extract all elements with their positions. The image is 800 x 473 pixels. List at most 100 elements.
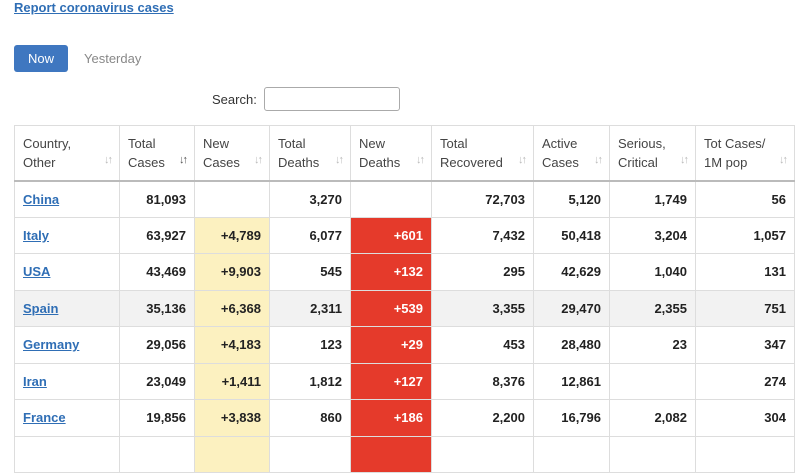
country-cell: Italy xyxy=(14,216,120,254)
table-row: USA 43,469 +9,903 545 +132 295 42,629 1,040 131 xyxy=(14,253,795,291)
new-cases-cell: +6,368 xyxy=(194,289,270,327)
country-link[interactable]: Iran xyxy=(23,373,47,389)
column-header-new-cases[interactable]: New Cases ↓↑ xyxy=(194,125,270,181)
serious-critical-cell: 3,204 xyxy=(609,216,696,254)
new-cases-cell: +3,838 xyxy=(194,399,270,437)
country-cell: France xyxy=(14,399,120,437)
active-cases-cell: 16,796 xyxy=(533,399,610,437)
total-cases-cell: 43,469 xyxy=(119,253,195,291)
per-million-cell: 274 xyxy=(695,362,795,400)
total-cases-cell: 81,093 xyxy=(119,180,195,218)
total-deaths-cell: 123 xyxy=(269,326,351,364)
column-header-per-million[interactable]: Tot Cases/1M pop ↓↑ xyxy=(695,125,795,181)
column-header-label: Cases xyxy=(542,154,579,170)
new-deaths-cell: +539 xyxy=(350,289,432,327)
sort-descending-icon[interactable]: ↓↑ xyxy=(179,153,188,166)
column-header-label: Total xyxy=(278,135,306,151)
new-deaths-cell: +29 xyxy=(350,326,432,364)
country-cell: Spain xyxy=(14,289,120,327)
total-deaths-cell: 545 xyxy=(269,253,351,291)
country-cell: USA xyxy=(14,253,120,291)
column-header-country[interactable]: Country, Other ↓↑ xyxy=(14,125,120,181)
active-cases-cell: 5,120 xyxy=(533,180,610,218)
sort-icon[interactable]: ↓↑ xyxy=(335,153,344,166)
sort-icon[interactable]: ↓↑ xyxy=(104,153,113,166)
per-million-cell: 1,057 xyxy=(695,216,795,254)
sort-icon[interactable]: ↓↑ xyxy=(594,153,603,166)
per-million-cell: 347 xyxy=(695,326,795,364)
column-header-serious-critical[interactable]: Serious, Critical ↓↑ xyxy=(609,125,696,181)
new-deaths-cell: +132 xyxy=(350,253,432,291)
new-deaths-cell: +601 xyxy=(350,216,432,254)
clipped-cell xyxy=(14,435,120,473)
country-link[interactable]: Germany xyxy=(23,337,80,353)
new-cases-cell: +4,789 xyxy=(194,216,270,254)
clipped-cell xyxy=(431,435,534,473)
search-input[interactable] xyxy=(263,87,400,111)
country-link[interactable]: France xyxy=(23,410,66,426)
clipped-cell xyxy=(533,435,610,473)
tab-now[interactable]: Now xyxy=(14,45,68,72)
country-cell: China xyxy=(14,180,120,218)
serious-critical-cell: 2,355 xyxy=(609,289,696,327)
search-row: Search: xyxy=(212,87,400,111)
total-recovered-cell: 2,200 xyxy=(431,399,534,437)
total-deaths-cell: 6,077 xyxy=(269,216,351,254)
total-recovered-cell: 295 xyxy=(431,253,534,291)
table-body: China 81,093 3,270 72,703 5,120 1,749 56 Italy 6… xyxy=(14,180,795,473)
country-link[interactable]: Italy xyxy=(23,227,50,243)
per-million-cell: 131 xyxy=(695,253,795,291)
report-cases-link[interactable]: Report coronavirus cases xyxy=(14,0,174,15)
column-header-label: Deaths xyxy=(278,154,320,170)
column-header-label: Serious, xyxy=(618,135,666,151)
per-million-cell: 304 xyxy=(695,399,795,437)
clipped-cell xyxy=(350,435,432,473)
sort-icon[interactable]: ↓↑ xyxy=(680,153,689,166)
sort-icon[interactable]: ↓↑ xyxy=(518,153,527,166)
column-header-label: Other xyxy=(23,154,56,170)
new-deaths-cell: +186 xyxy=(350,399,432,437)
active-cases-cell: 42,629 xyxy=(533,253,610,291)
serious-critical-cell: 1,040 xyxy=(609,253,696,291)
column-header-label: Total xyxy=(128,135,156,151)
table-header-row: Country, Other ↓↑ Total Cases ↓↑ New Cases ↓↑ Tot… xyxy=(14,125,795,181)
country-link[interactable]: Spain xyxy=(23,300,59,316)
serious-critical-cell: 2,082 xyxy=(609,399,696,437)
country-cell: Germany xyxy=(14,326,120,364)
new-cases-cell: +4,183 xyxy=(194,326,270,364)
column-header-label: Deaths xyxy=(359,154,401,170)
total-cases-cell: 63,927 xyxy=(119,216,195,254)
total-cases-cell: 35,136 xyxy=(119,289,195,327)
table-row: China 81,093 3,270 72,703 5,120 1,749 56 xyxy=(14,180,795,218)
country-cell: Iran xyxy=(14,362,120,400)
total-recovered-cell: 8,376 xyxy=(431,362,534,400)
table-row: France 19,856 +3,838 860 +186 2,200 16,796 2,08… xyxy=(14,399,795,437)
column-header-label: 1M pop xyxy=(704,154,748,170)
tab-bar: Now Yesterday xyxy=(14,45,141,72)
column-header-label: Recovered xyxy=(440,154,503,170)
column-header-total-cases[interactable]: Total Cases ↓↑ xyxy=(119,125,195,181)
column-header-label: Total xyxy=(440,135,468,151)
new-cases-cell xyxy=(194,180,270,218)
country-link[interactable]: China xyxy=(23,191,60,207)
total-recovered-cell: 72,703 xyxy=(431,180,534,218)
column-header-label: New xyxy=(203,135,230,151)
country-link[interactable]: USA xyxy=(23,264,51,280)
total-deaths-cell: 3,270 xyxy=(269,180,351,218)
column-header-label: Cases xyxy=(128,154,165,170)
column-header-total-deaths[interactable]: Total Deaths ↓↑ xyxy=(269,125,351,181)
sort-icon[interactable]: ↓↑ xyxy=(779,153,788,166)
column-header-active-cases[interactable]: Active Cases ↓↑ xyxy=(533,125,610,181)
sort-icon[interactable]: ↓↑ xyxy=(254,153,263,166)
new-deaths-cell xyxy=(350,180,432,218)
total-recovered-cell: 3,355 xyxy=(431,289,534,327)
total-deaths-cell: 1,812 xyxy=(269,362,351,400)
clipped-cell xyxy=(194,435,270,473)
column-header-total-recovered[interactable]: Total Recovered ↓↑ xyxy=(431,125,534,181)
tab-yesterday[interactable]: Yesterday xyxy=(84,51,142,66)
sort-icon[interactable]: ↓↑ xyxy=(416,153,425,166)
column-header-label: Cases xyxy=(203,154,240,170)
active-cases-cell: 50,418 xyxy=(533,216,610,254)
per-million-cell: 56 xyxy=(695,180,795,218)
column-header-new-deaths[interactable]: New Deaths ↓↑ xyxy=(350,125,432,181)
